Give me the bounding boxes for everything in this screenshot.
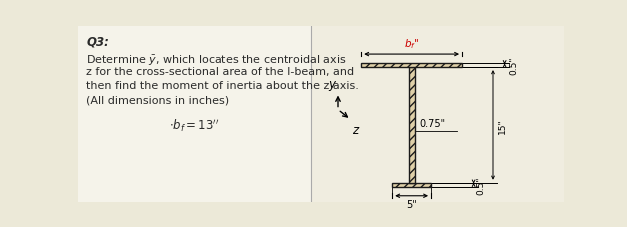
Bar [393,183,431,187]
Text: z for the cross-sectional area of the I-beam, and: z for the cross-sectional area of the I-… [86,67,354,77]
Text: 0.5": 0.5" [477,175,486,194]
Text: 0.5": 0.5" [509,57,519,75]
Text: (All dimensions in inches): (All dimensions in inches) [86,95,229,105]
Bar [409,68,414,183]
Text: then find the moment of inertia about the z axis.: then find the moment of inertia about th… [86,81,359,91]
Text: $\cdot b_f = 13''$: $\cdot b_f = 13''$ [169,117,220,134]
Text: 0.75": 0.75" [419,119,445,129]
Text: 5": 5" [406,199,417,209]
Bar [361,64,462,68]
Text: $b_f$": $b_f$" [404,37,419,51]
Text: Determine $\bar{y}$, which locates the centroidal axis: Determine $\bar{y}$, which locates the c… [86,53,347,67]
Bar [78,27,311,202]
Text: Q3:: Q3: [86,35,109,48]
Bar [311,27,564,202]
Text: y: y [328,78,335,91]
Text: z: z [352,123,359,136]
Text: 15": 15" [498,118,507,133]
